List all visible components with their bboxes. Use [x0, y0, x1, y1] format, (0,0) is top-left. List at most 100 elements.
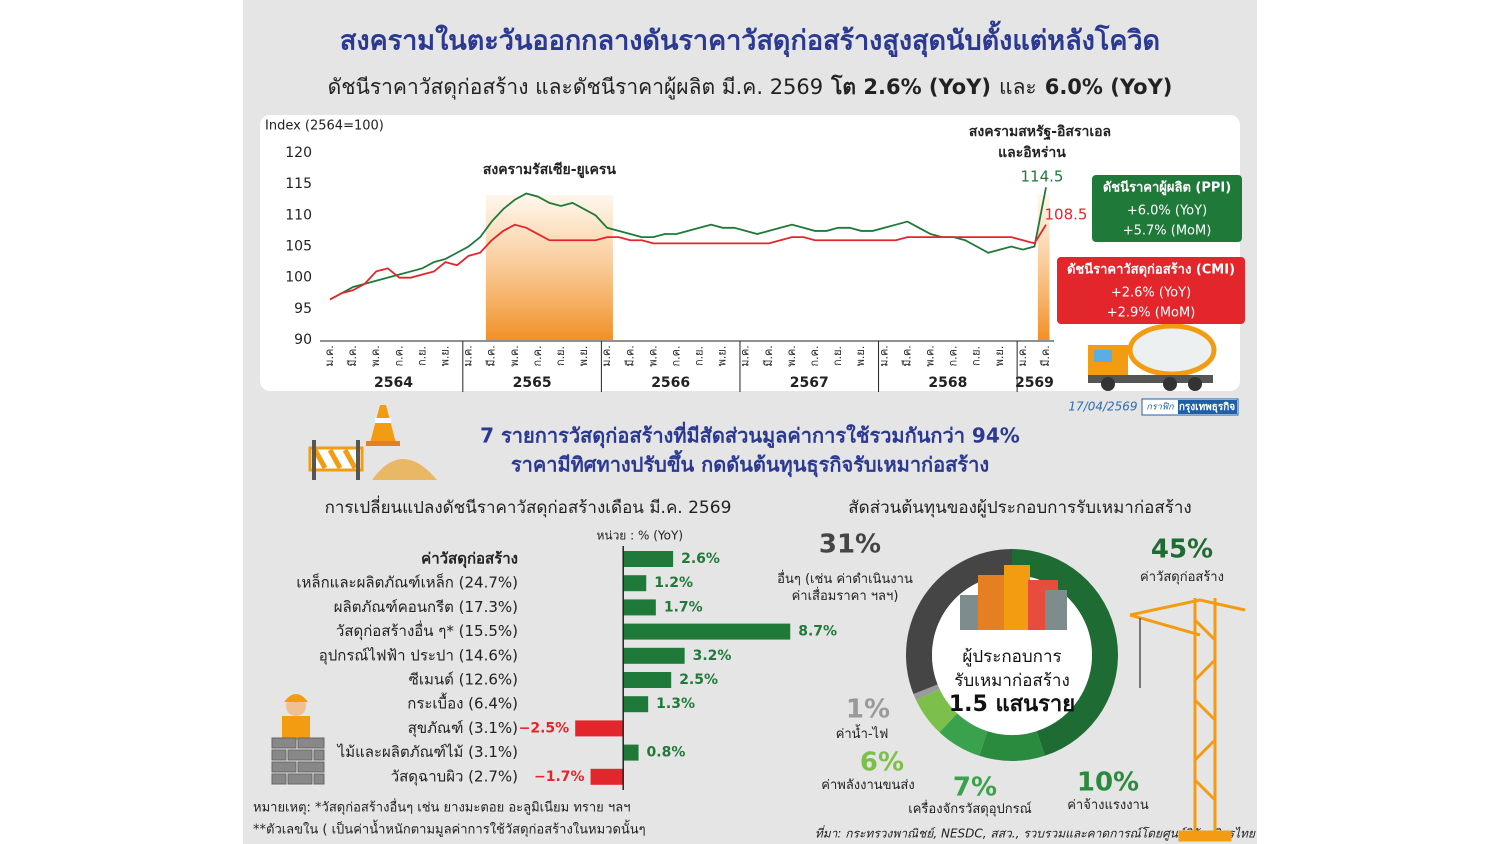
- y-tick-label: 110: [285, 207, 312, 223]
- x-tick-label: มี.ค.: [485, 345, 498, 367]
- x-tick-label: ก.ย.: [554, 346, 567, 366]
- section-title: ราคามีทิศทางปรับขึ้น กดดันต้นทุนธุรกิจรั…: [511, 450, 989, 478]
- slice-label: ค่าจ้างแรงงาน: [1067, 798, 1149, 813]
- legend-stat: +6.0% (YoY): [1127, 204, 1207, 219]
- center-label: 1.5 แสนราย: [949, 692, 1075, 717]
- x-tick-label: มี.ค.: [762, 345, 775, 367]
- donut-title: สัดส่วนต้นทุนของผู้ประกอบการรับเหมาก่อสร…: [848, 498, 1191, 518]
- slice-label: ค่าพลังงานขนส่ง: [821, 778, 915, 793]
- x-tick-label: ก.ย.: [415, 346, 428, 366]
- title: สงครามในตะวันออกกลางดันราคาวัสดุก่อสร้าง…: [340, 20, 1160, 58]
- credit-bg: [1178, 400, 1237, 414]
- value-label: 1.7%: [664, 599, 703, 615]
- y-tick-label: 105: [285, 239, 312, 255]
- source: ที่มา: กระทรวงพาณิชย์, NESDC, สสว., รวบร…: [815, 825, 1256, 842]
- bar: [623, 623, 791, 640]
- legend-label: ดัชนีราคาวัสดุก่อสร้าง (CMI): [1067, 262, 1235, 278]
- note: หมายเหตุ: *วัสดุก่อสร้างอื่นๆ เช่น ยางมะ…: [253, 799, 631, 816]
- end-label: 114.5: [1021, 168, 1064, 186]
- bar: [623, 599, 656, 616]
- category-label: ซีเมนต์ (12.6%): [409, 671, 518, 689]
- legend-stat: +2.6% (YoY): [1111, 286, 1191, 301]
- bar: [623, 551, 674, 567]
- donut-slice: [939, 713, 988, 756]
- x-tick-label: พ.ค.: [924, 345, 937, 367]
- value-label: −1.7%: [534, 769, 585, 785]
- value-label: 1.3%: [656, 696, 695, 712]
- bar-chart-title: การเปลี่ยนแปลงดัชนีราคาวัสดุก่อสร้างเดือ…: [325, 495, 732, 518]
- series-line: [329, 187, 1047, 301]
- bar: [590, 768, 624, 785]
- annotation: สงครามสหรัฐ-อิสราเอล: [969, 124, 1111, 141]
- x-tick-label: พ.ค.: [508, 345, 521, 367]
- year-label: 2565: [513, 375, 552, 391]
- value-label: 0.8%: [647, 745, 686, 761]
- worker-icon: [271, 694, 325, 785]
- x-tick-label: พ.ค.: [785, 345, 798, 367]
- x-tick-label: ก.ย.: [970, 346, 983, 366]
- year-label: 2567: [790, 375, 829, 391]
- category-label: เหล็กและผลิตภัณฑ์เหล็ก (24.7%): [296, 573, 518, 592]
- bar: [623, 575, 647, 592]
- value-label: −2.5%: [519, 720, 570, 736]
- x-tick-label: มี.ค.: [1039, 345, 1052, 367]
- x-tick-label: ก.ย.: [831, 346, 844, 366]
- x-tick-label: ม.ค.: [877, 345, 890, 367]
- slice-value: 10%: [1077, 768, 1139, 798]
- y-tick-label: 100: [285, 270, 312, 286]
- value-label: 1.2%: [654, 575, 693, 591]
- legend-label: ดัชนีราคาผู้ผลิต (PPI): [1103, 180, 1231, 196]
- slice-label: อื่นๆ (เช่น ค่าดำเนินงาน ค่าเสื่อมราคา ฯ…: [777, 572, 913, 604]
- x-tick-label: ม.ค.: [600, 345, 613, 367]
- legend-box: [1057, 257, 1245, 324]
- value-label: 2.5%: [679, 672, 718, 688]
- subtitle-part: โต 2.6% (YoY): [830, 74, 991, 99]
- legend-box: [1092, 175, 1242, 242]
- section-title: 7 รายการวัสดุก่อสร้างที่มีสัดส่วนมูลค่าก…: [480, 421, 1020, 450]
- shaded-period: [485, 195, 613, 340]
- x-tick-label: ก.ย.: [693, 346, 706, 366]
- slice-value: 1%: [846, 695, 890, 725]
- value-label: 2.6%: [681, 551, 720, 567]
- slice-value: 7%: [953, 773, 997, 803]
- category-label: ไม้และผลิตภัณฑ์ไม้ (3.1%): [337, 743, 518, 761]
- x-tick-label: มี.ค.: [623, 345, 636, 367]
- category-label: ค่าวัสดุก่อสร้าง: [421, 550, 518, 569]
- slice-label: เครื่องจักรวัสดุอุปกรณ์: [908, 802, 1032, 817]
- category-label: กระเบื้อง (6.4%): [407, 693, 518, 713]
- donut-slice: [905, 549, 1012, 695]
- annotation: สงครามรัสเซีย-ยูเครน: [483, 162, 617, 178]
- note: **ตัวเลขใน ( เป็นค่าน้ำหนักตามมูลค่าการใ…: [253, 820, 646, 838]
- credit: กราฟิก: [1146, 402, 1174, 413]
- year-label: 2566: [651, 375, 690, 391]
- center-label: รับเหมาก่อสร้าง: [954, 671, 1070, 691]
- donut-slice: [979, 731, 1045, 761]
- credit: กรุงเทพธุรกิจ: [1179, 401, 1235, 413]
- bar: [623, 744, 639, 761]
- series-line: [329, 223, 1047, 301]
- bar: [623, 672, 672, 688]
- x-tick-label: พ.ย.: [438, 346, 451, 367]
- subtitle: ดัชนีราคาวัสดุก่อสร้าง และดัชนีราคาผู้ผล…: [328, 74, 1173, 100]
- donut-slice: [1012, 549, 1119, 756]
- x-tick-label: ม.ค.: [739, 345, 752, 367]
- x-tick-label: ม.ค.: [462, 345, 475, 367]
- bar: [575, 720, 624, 737]
- legend-stat: +2.9% (MoM): [1107, 306, 1196, 321]
- value-label: 3.2%: [693, 648, 732, 664]
- building: [1004, 565, 1030, 630]
- y-axis-label: Index (2564=100): [265, 119, 384, 134]
- bar: [623, 647, 685, 664]
- slice-label: ค่าน้ำ-ไฟ: [835, 727, 889, 742]
- donut-slice: [913, 684, 940, 701]
- shaded-period: [1037, 195, 1050, 340]
- x-tick-label: ม.ค.: [1016, 345, 1029, 367]
- x-tick-label: ก.ค.: [947, 345, 960, 366]
- annotation: และอิหร่าน: [998, 145, 1066, 161]
- donut-slice: [916, 689, 958, 733]
- x-tick-label: ก.ค.: [531, 345, 544, 366]
- building: [978, 575, 1006, 630]
- x-tick-label: ก.ค.: [808, 345, 821, 366]
